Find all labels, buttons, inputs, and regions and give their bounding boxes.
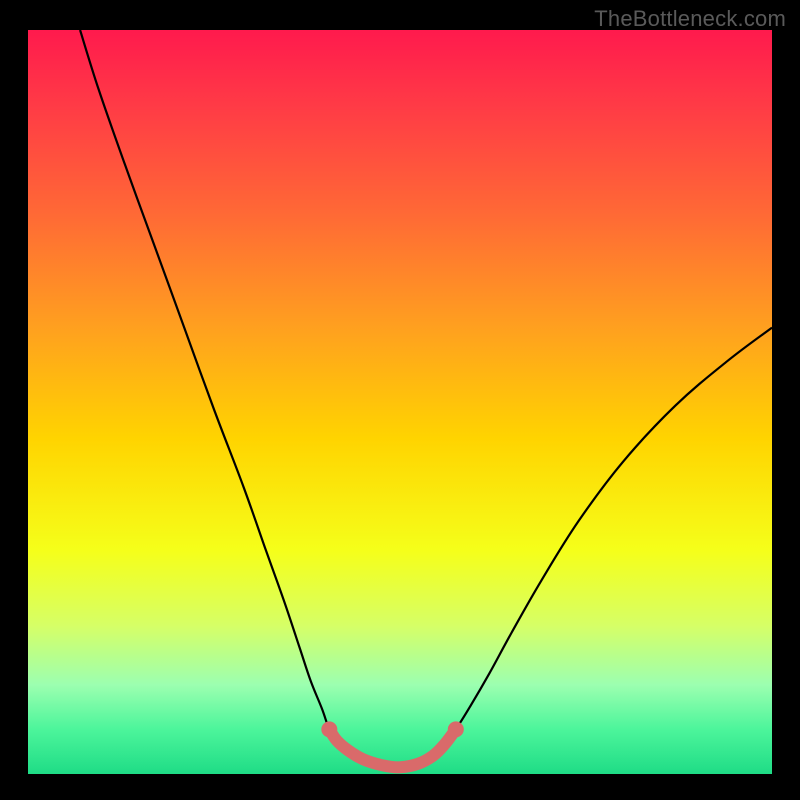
range-marker-end [448, 721, 464, 737]
range-marker-start [321, 721, 337, 737]
chart-frame: TheBottleneck.com [0, 0, 800, 800]
gradient-background [28, 30, 772, 774]
bottleneck-plot [28, 30, 772, 774]
watermark-text: TheBottleneck.com [594, 6, 786, 32]
